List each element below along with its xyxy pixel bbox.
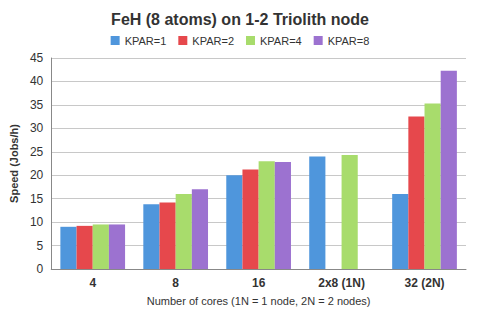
svg-text:KPAR=2: KPAR=2 — [192, 35, 234, 47]
svg-text:16: 16 — [252, 276, 266, 290]
svg-text:20: 20 — [30, 168, 44, 182]
svg-text:10: 10 — [30, 215, 44, 229]
svg-text:0: 0 — [37, 262, 44, 276]
svg-text:FeH (8 atoms) on 1-2 Triolith: FeH (8 atoms) on 1-2 Triolith node — [111, 11, 369, 28]
svg-text:30: 30 — [30, 121, 44, 135]
svg-text:40: 40 — [30, 74, 44, 88]
svg-text:15: 15 — [30, 192, 44, 206]
svg-text:4: 4 — [89, 276, 96, 290]
svg-text:5: 5 — [37, 239, 44, 253]
svg-text:25: 25 — [30, 145, 44, 159]
svg-text:35: 35 — [30, 98, 44, 112]
svg-text:8: 8 — [172, 276, 179, 290]
svg-text:2x8 (1N): 2x8 (1N) — [318, 276, 365, 290]
svg-text:45: 45 — [30, 51, 44, 65]
svg-text:Number of cores (1N = 1 node,: Number of cores (1N = 1 node, 2N = 2 nod… — [147, 295, 371, 307]
svg-text:KPAR=1: KPAR=1 — [125, 35, 167, 47]
svg-text:KPAR=8: KPAR=8 — [328, 35, 370, 47]
svg-text:KPAR=4: KPAR=4 — [260, 35, 302, 47]
svg-text:32 (2N): 32 (2N) — [405, 276, 445, 290]
svg-text:Speed (Jobs/h): Speed (Jobs/h) — [8, 124, 20, 203]
